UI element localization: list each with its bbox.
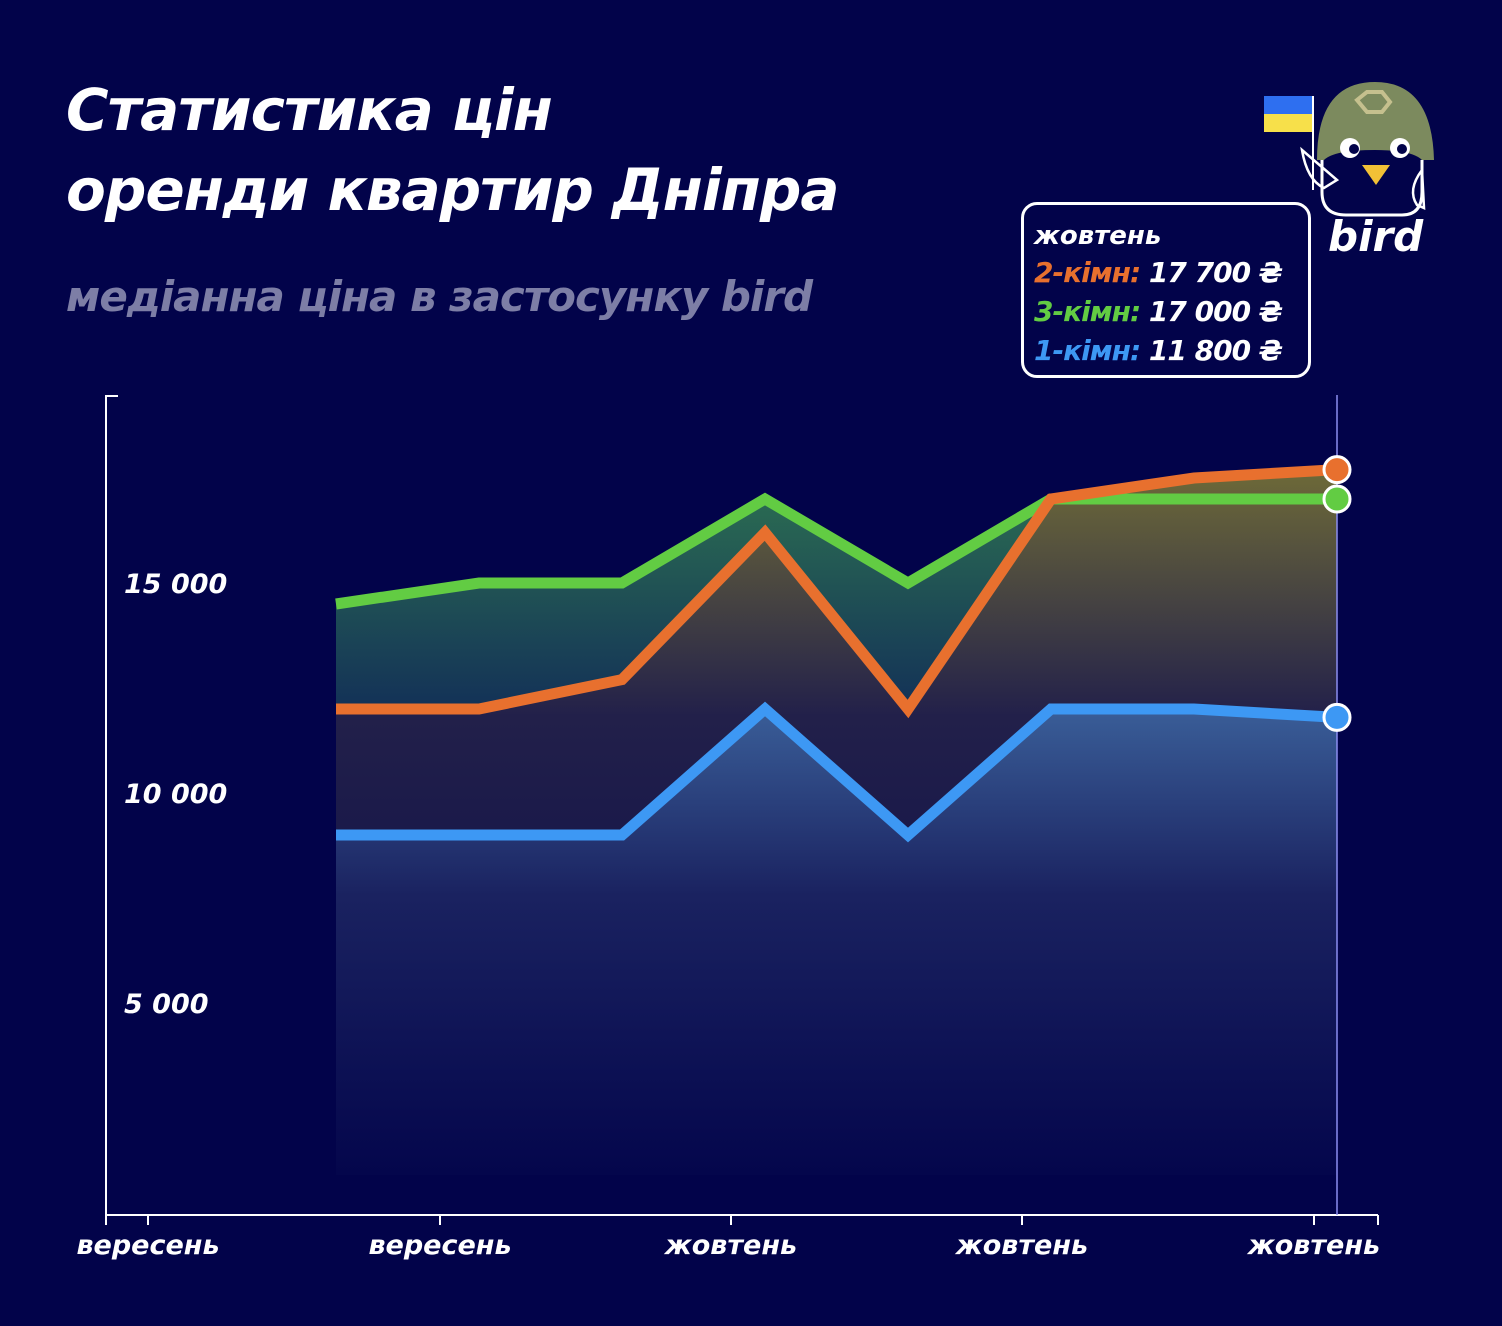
tooltip-value: 17 700 ₴: [1148, 256, 1283, 289]
x-tick-label: жовтень: [663, 1230, 797, 1261]
tooltip-label: 1-кімн:: [1034, 334, 1141, 367]
chart-title: Статистика цін оренди квартир Дніпра: [66, 70, 839, 230]
tooltip-row-2room: 2-кімн: 17 700 ₴: [1034, 253, 1298, 292]
chart-subtitle: медіанна ціна в застосунку bird: [66, 272, 813, 321]
y-tick-label: 10 000: [124, 779, 227, 810]
point-2-кімн[interactable]: [1322, 455, 1352, 485]
tooltip-row-3room: 3-кімн: 17 000 ₴: [1034, 292, 1298, 331]
y-tick-label: 15 000: [124, 569, 227, 600]
area-1-кімн: [336, 709, 1337, 1175]
x-tick-label: жовтень: [954, 1230, 1088, 1261]
line-1-кімн: [336, 701, 1338, 843]
line-2-кімн: [336, 464, 1338, 719]
logo-text: bird: [1328, 212, 1424, 261]
x-tick-label: вересень: [76, 1230, 219, 1261]
bird-logo-icon: [1264, 82, 1434, 217]
point-1-кімн[interactable]: [1322, 702, 1352, 732]
tooltip-row-1room: 1-кімн: 11 800 ₴: [1034, 331, 1298, 370]
tooltip-value: 17 000 ₴: [1148, 295, 1283, 328]
point-3-кімн[interactable]: [1322, 484, 1352, 514]
title-line-2: оренди квартир Дніпра: [66, 156, 839, 224]
x-tick-label: вересень: [368, 1230, 511, 1261]
title-line-1: Статистика цін: [66, 76, 553, 144]
x-tick-label: жовтень: [1246, 1230, 1380, 1261]
tooltip-label: 2-кімн:: [1034, 256, 1141, 289]
tooltip: жовтень 2-кімн: 17 700 ₴ 3-кімн: 17 000 …: [1021, 202, 1311, 378]
line-3-кімн: [335, 492, 1337, 610]
tooltip-value: 11 800 ₴: [1148, 334, 1283, 367]
y-tick-label: 5 000: [124, 989, 209, 1020]
tooltip-label: 3-кімн:: [1034, 295, 1141, 328]
tooltip-header: жовтень: [1034, 221, 1162, 251]
